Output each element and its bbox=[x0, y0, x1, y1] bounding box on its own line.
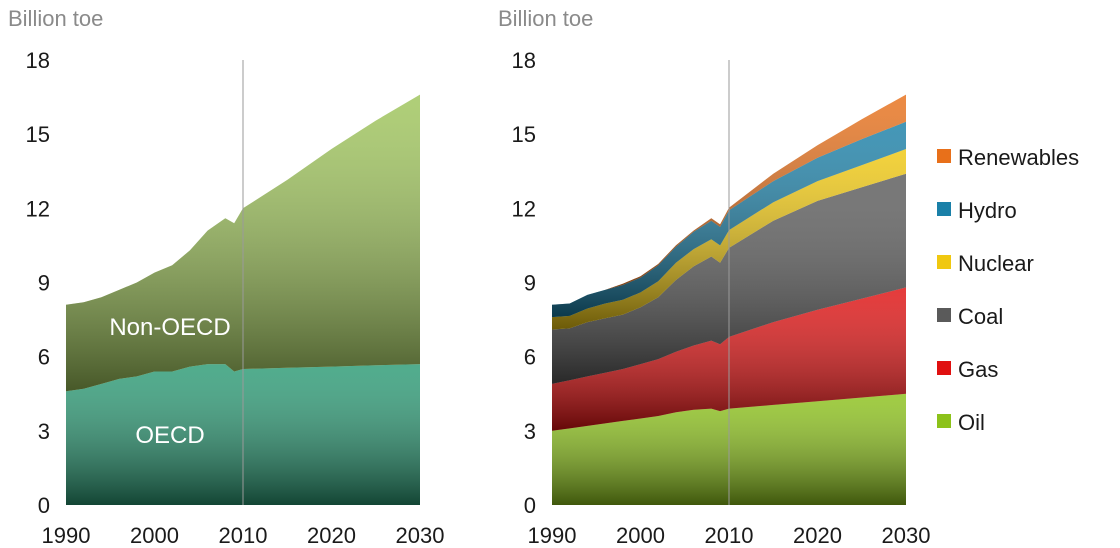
left-y-tick-0: 0 bbox=[38, 493, 50, 518]
left-x-tick-2010: 2010 bbox=[219, 523, 268, 548]
legend-label-gas: Gas bbox=[958, 357, 998, 382]
left-x-tick-1990: 1990 bbox=[42, 523, 91, 548]
right-x-ticks: 1990 2000 2010 2020 2030 bbox=[528, 523, 931, 548]
area-label-non-oecd: Non-OECD bbox=[109, 314, 230, 341]
right-area-shade-renewables bbox=[552, 94, 906, 305]
left-y-tick-18: 18 bbox=[26, 48, 50, 73]
legend-label-coal: Coal bbox=[958, 304, 1003, 329]
left-y-tick-9: 9 bbox=[38, 271, 50, 296]
area-label-oecd: OECD bbox=[135, 422, 204, 449]
legend-item-coal: Coal bbox=[937, 304, 1003, 329]
right-y-tick-15: 15 bbox=[512, 122, 536, 147]
right-y-ticks: 0 3 6 9 12 15 18 bbox=[512, 48, 536, 518]
left-y-ticks: 0 3 6 9 12 15 18 bbox=[26, 48, 50, 518]
legend-label-nuclear: Nuclear bbox=[958, 251, 1034, 276]
left-y-tick-15: 15 bbox=[26, 122, 50, 147]
legend-item-gas: Gas bbox=[937, 357, 998, 382]
legend-item-hydro: Hydro bbox=[937, 198, 1017, 223]
legend-swatch-coal bbox=[937, 308, 951, 322]
legend-swatch-renewables bbox=[937, 149, 951, 163]
left-x-tick-2000: 2000 bbox=[130, 523, 179, 548]
left-y-tick-6: 6 bbox=[38, 345, 50, 370]
right-y-tick-18: 18 bbox=[512, 48, 536, 73]
legend-swatch-oil bbox=[937, 414, 951, 428]
right-y-tick-12: 12 bbox=[512, 196, 536, 221]
legend-label-hydro: Hydro bbox=[958, 198, 1017, 223]
legend-item-renewables: Renewables bbox=[937, 145, 1079, 170]
chart-region-right: Billion toe 0 3 6 9 12 15 18 1990 2000 2010 2020 2… bbox=[498, 6, 1079, 548]
left-y-tick-3: 3 bbox=[38, 419, 50, 444]
right-unit-label: Billion toe bbox=[498, 6, 593, 31]
left-x-ticks: 1990 2000 2010 2020 2030 bbox=[42, 523, 445, 548]
left-x-tick-2020: 2020 bbox=[307, 523, 356, 548]
legend-swatch-nuclear bbox=[937, 255, 951, 269]
right-y-tick-3: 3 bbox=[524, 419, 536, 444]
legend-swatch-hydro bbox=[937, 202, 951, 216]
legend-swatch-gas bbox=[937, 361, 951, 375]
legend-item-oil: Oil bbox=[937, 410, 985, 435]
right-x-tick-2030: 2030 bbox=[882, 523, 931, 548]
right-x-tick-2000: 2000 bbox=[616, 523, 665, 548]
legend-label-renewables: Renewables bbox=[958, 145, 1079, 170]
right-x-tick-1990: 1990 bbox=[528, 523, 577, 548]
left-unit-label: Billion toe bbox=[8, 6, 103, 31]
right-y-tick-0: 0 bbox=[524, 493, 536, 518]
legend-label-oil: Oil bbox=[958, 410, 985, 435]
left-x-tick-2030: 2030 bbox=[396, 523, 445, 548]
right-x-tick-2010: 2010 bbox=[705, 523, 754, 548]
left-y-tick-12: 12 bbox=[26, 196, 50, 221]
left-areas bbox=[66, 94, 420, 505]
legend: Renewables Hydro Nuclear Coal Gas Oil bbox=[937, 145, 1079, 435]
legend-item-nuclear: Nuclear bbox=[937, 251, 1034, 276]
right-y-tick-9: 9 bbox=[524, 271, 536, 296]
chart-region-left: Billion toe 0 3 6 9 12 15 18 1990 2000 2010 2020 2… bbox=[8, 6, 444, 548]
right-x-tick-2020: 2020 bbox=[793, 523, 842, 548]
right-y-tick-6: 6 bbox=[524, 345, 536, 370]
